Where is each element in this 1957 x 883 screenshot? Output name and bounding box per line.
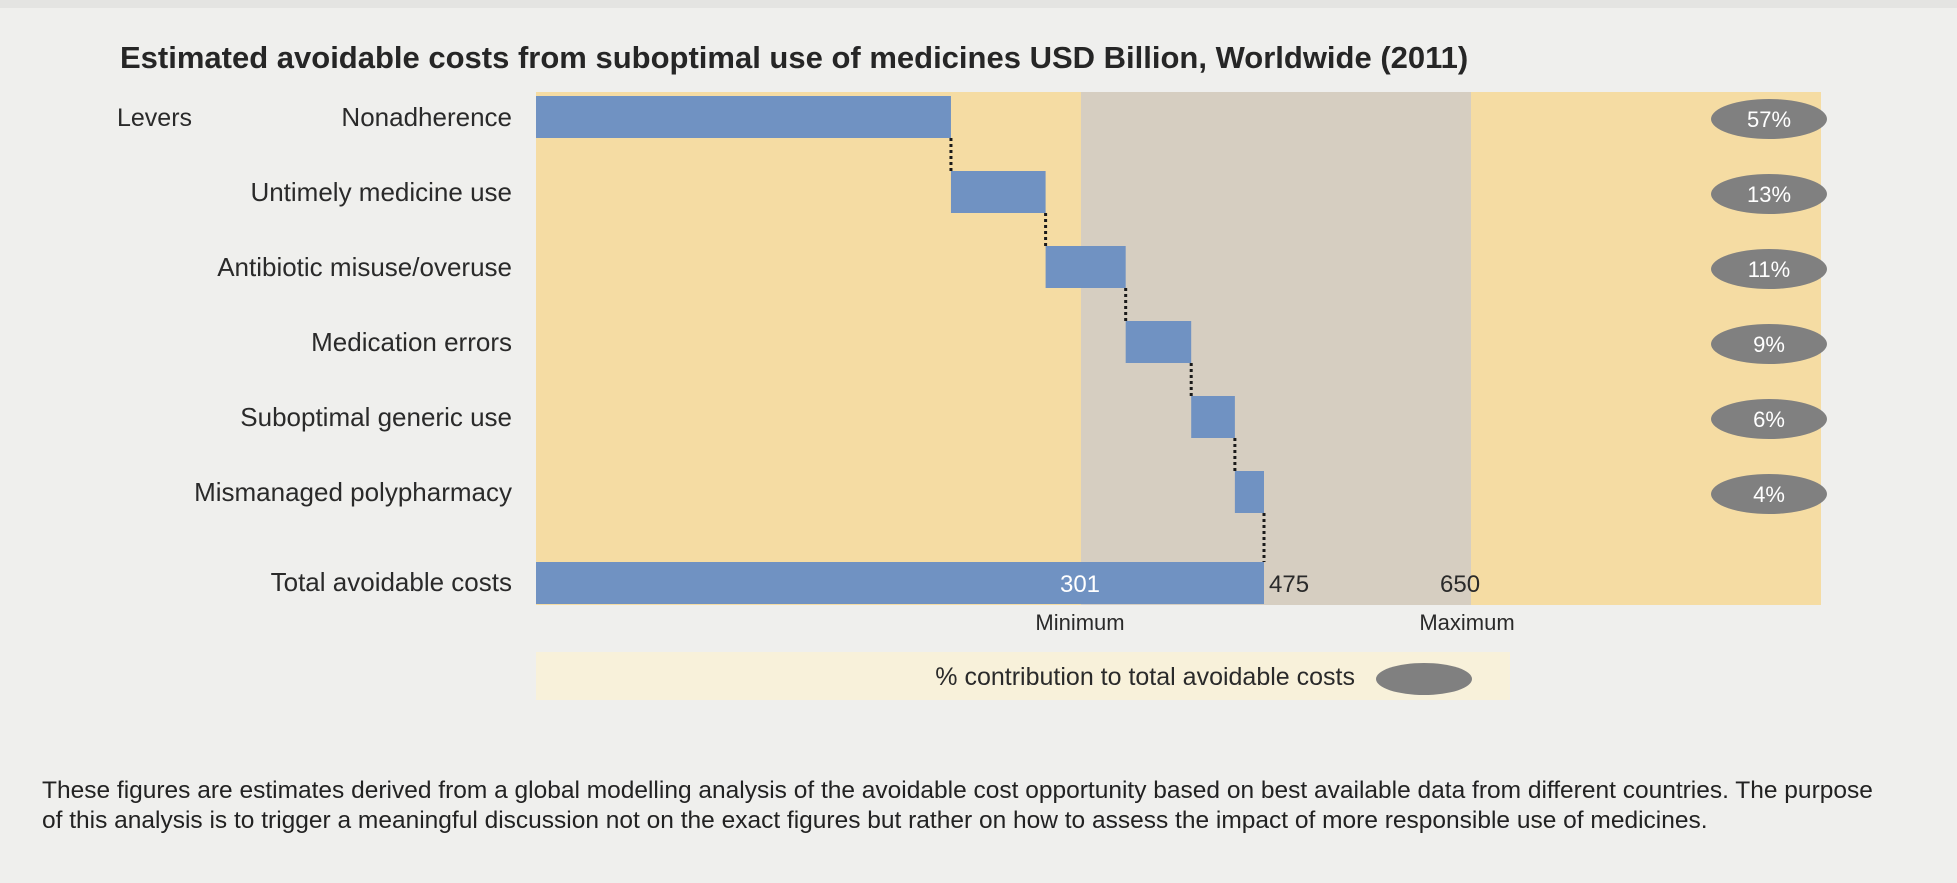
contribution-oval bbox=[1711, 99, 1827, 139]
top-border bbox=[0, 0, 1957, 8]
category-label: Untimely medicine use bbox=[250, 177, 512, 207]
category-label: Medication errors bbox=[311, 327, 512, 357]
total-label: Total avoidable costs bbox=[271, 567, 512, 597]
contribution-label: 57% bbox=[1747, 107, 1791, 132]
connectors-group bbox=[949, 138, 1266, 562]
minimum-value-label: 301 bbox=[1060, 571, 1100, 598]
category-labels-group: Nonadherence Untimely medicine use Antibio… bbox=[194, 102, 512, 507]
bar-mismanaged-polypharmacy bbox=[1234, 471, 1264, 513]
bars-group bbox=[536, 96, 1264, 513]
contribution-label: 4% bbox=[1753, 482, 1785, 507]
chart-title: Estimated avoidable costs from suboptima… bbox=[120, 40, 1469, 75]
contribution-oval bbox=[1711, 249, 1827, 289]
contribution-oval bbox=[1711, 174, 1827, 214]
bar-nonadherence bbox=[536, 96, 951, 138]
bar-medication-errors bbox=[1125, 321, 1192, 363]
legend-text: % contribution to total avoidable costs bbox=[935, 663, 1355, 691]
total-bar bbox=[536, 562, 1264, 604]
bar-suboptimal-generic-use bbox=[1191, 396, 1235, 438]
legend-box bbox=[536, 652, 1510, 700]
total-value-label: 475 bbox=[1269, 571, 1309, 598]
maximum-label: Maximum bbox=[1419, 610, 1514, 635]
contribution-label: 6% bbox=[1753, 407, 1785, 432]
outer-band-left bbox=[536, 92, 1081, 605]
chart-svg: Levers Nonadherence Untimely medicine use… bbox=[117, 92, 1827, 700]
maximum-value-label: 650 bbox=[1440, 571, 1480, 598]
contribution-oval bbox=[1711, 474, 1827, 514]
category-label: Suboptimal generic use bbox=[240, 402, 512, 432]
bar-untimely-medicine-use bbox=[950, 171, 1046, 213]
legend-oval-icon bbox=[1376, 663, 1472, 695]
category-label: Nonadherence bbox=[341, 102, 512, 132]
contribution-label: 9% bbox=[1753, 332, 1785, 357]
contribution-ovals-group: 57% 13% 11% 9% 6% 4% bbox=[1711, 99, 1827, 514]
contribution-label: 11% bbox=[1748, 257, 1790, 282]
category-label: Mismanaged polypharmacy bbox=[194, 477, 512, 507]
contribution-label: 13% bbox=[1747, 182, 1791, 207]
category-label: Antibiotic misuse/overuse bbox=[217, 252, 512, 282]
bar-antibiotic-misuse-overuse bbox=[1045, 246, 1126, 288]
minimum-label: Minimum bbox=[1035, 610, 1124, 635]
footnote: These figures are estimates derived from… bbox=[42, 777, 1873, 834]
levers-header: Levers bbox=[117, 104, 192, 132]
contribution-oval bbox=[1711, 324, 1827, 364]
contribution-oval bbox=[1711, 399, 1827, 439]
